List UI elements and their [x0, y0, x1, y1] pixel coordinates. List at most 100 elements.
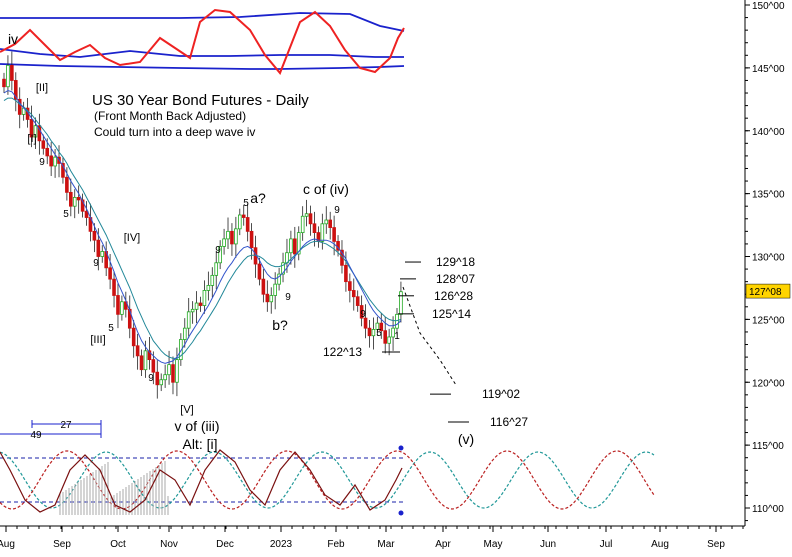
- wave-label: Alt: [i]: [182, 436, 217, 452]
- candle-body: [179, 339, 183, 361]
- wave-label: v of (iii): [174, 418, 219, 434]
- x-tick-label: Mar: [377, 539, 395, 550]
- x-tick-label: Nov: [160, 539, 178, 550]
- candle-body: [383, 330, 388, 344]
- x-tick-label: Feb: [327, 539, 345, 550]
- x-tick-label: May: [484, 539, 503, 550]
- wave-label: c of (iv): [303, 181, 349, 197]
- candle-body: [37, 125, 42, 142]
- candle-body: [399, 291, 403, 315]
- candle-body: [363, 317, 368, 329]
- candle-body: [249, 230, 254, 249]
- candle-body: [84, 210, 89, 218]
- ma-slow-line: [3, 97, 402, 359]
- candle-body: [96, 239, 101, 257]
- target-level-label: 126^28: [434, 289, 473, 303]
- lower-band-line: [0, 63, 405, 70]
- candle-body: [245, 217, 250, 232]
- candle-body: [351, 290, 356, 298]
- count-marker: 9: [360, 309, 366, 320]
- candle-body: [324, 219, 329, 225]
- mid-band-line: [0, 48, 404, 58]
- candle-body: [92, 230, 97, 241]
- cycle-length-label: 27: [60, 420, 72, 431]
- count-marker: 9: [215, 245, 221, 256]
- candle-body: [391, 327, 395, 338]
- upper-band-line: [0, 12, 405, 32]
- candle-body: [395, 313, 399, 329]
- candle-body: [6, 64, 10, 88]
- candle-body: [112, 278, 116, 296]
- candle-body: [198, 302, 203, 306]
- candle-body: [230, 230, 234, 245]
- candle-body: [237, 214, 242, 230]
- candle-body: [45, 147, 50, 157]
- count-marker: 9: [285, 292, 291, 303]
- wave-label: [II]: [36, 82, 48, 94]
- count-marker: 9: [148, 373, 154, 384]
- candle-body: [72, 196, 77, 207]
- projected-path: [402, 286, 457, 386]
- bottom-oscillator-line: [0, 449, 403, 513]
- candle-body: [53, 156, 57, 167]
- y-tick-label: 145^00: [752, 64, 785, 75]
- candle-body: [10, 64, 14, 81]
- wave-label: [IV]: [124, 232, 141, 244]
- candle-body: [312, 223, 317, 234]
- plot-background: [0, 0, 745, 526]
- last-price-label: 127^08: [749, 287, 782, 298]
- candle-body: [277, 273, 281, 285]
- candle-body: [344, 264, 348, 283]
- candle-body: [65, 176, 69, 193]
- y-tick-label: 125^00: [752, 315, 785, 326]
- candle-body: [171, 364, 175, 383]
- y-tick-label: 115^00: [752, 441, 784, 452]
- candle-body: [261, 278, 266, 295]
- candle-body: [226, 230, 230, 240]
- candle-body: [296, 232, 301, 255]
- candle-body: [108, 267, 112, 280]
- candle-body: [163, 374, 167, 381]
- candle-body: [320, 223, 325, 242]
- candle-body: [182, 327, 187, 340]
- candle-body: [222, 238, 226, 247]
- count-marker: 5: [108, 323, 114, 334]
- chart-subtitle-2: Could turn into a deep wave iv: [94, 125, 255, 139]
- candle-body: [387, 336, 391, 344]
- count-marker: 9: [39, 157, 45, 168]
- cycle-marker-top: [398, 445, 404, 451]
- candle-body: [190, 308, 195, 313]
- x-tick-label: Oct: [110, 539, 126, 550]
- candle-body: [332, 227, 336, 242]
- candle-body: [218, 246, 222, 264]
- cycle-teal-wave: [0, 451, 655, 509]
- candle-body: [328, 219, 332, 228]
- candle-body: [202, 290, 207, 306]
- count-marker: 5: [63, 209, 69, 220]
- candle-body: [61, 163, 65, 178]
- candle-body: [167, 364, 171, 376]
- candle-body: [348, 281, 352, 291]
- target-level-label: 116^27: [490, 415, 528, 429]
- y-tick-label: 110^00: [752, 504, 784, 515]
- candle-body: [281, 262, 285, 275]
- wave-label: b?: [272, 317, 288, 333]
- candle-body: [265, 293, 270, 303]
- target-level-label: 119^02: [482, 387, 520, 401]
- cycle-length-label: 49: [30, 430, 42, 441]
- candle-body: [359, 305, 364, 319]
- chart-subtitle-1: (Front Month Back Adjusted): [94, 109, 246, 123]
- candle-body: [304, 213, 309, 217]
- candle-body: [151, 359, 156, 373]
- wave-label: iv: [8, 31, 18, 47]
- candle-body: [120, 301, 124, 315]
- target-level-label: 125^14: [432, 307, 471, 321]
- candle-body: [143, 350, 148, 371]
- candle-body: [194, 302, 199, 310]
- wave-label: (v): [458, 431, 474, 447]
- count-marker: 1: [394, 331, 400, 342]
- top-band-indicator: [0, 8, 405, 75]
- candle-body: [17, 98, 22, 115]
- candle-body: [355, 296, 360, 306]
- candle-body: [210, 274, 215, 286]
